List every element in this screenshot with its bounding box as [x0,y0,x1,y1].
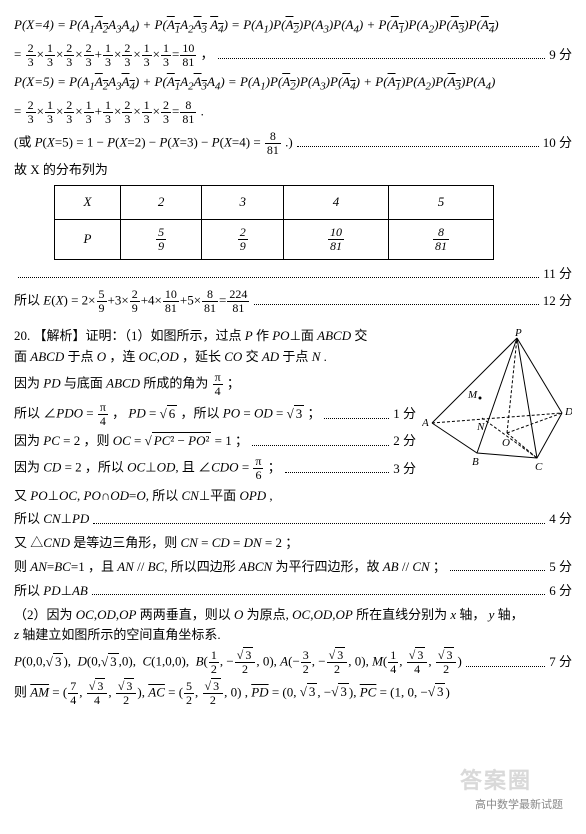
score-2: 2 分 [393,431,416,452]
prob-x5-alt: (或 P(X=5) = 1 − P(X=2) − P(X=3) − P(X=4)… [14,130,572,157]
watermark-sub: 高中数学最新试题 [472,796,566,816]
math-calc: = 23×13×23×23+13×23×13×13=1081 ， [14,42,214,69]
expectation-expr: 所以 E(X) = 2×59+3×29+4×1081+5×881=22481 [14,288,250,315]
math-expr: P(X=4) = P(A1A2A3A4) + P(A1A2A3 A4) = P(… [14,15,499,39]
table-row: P 59 29 1081 881 [55,219,494,259]
label-a: A [422,417,429,429]
watermark-main: 答案圈 [460,763,532,798]
dist-label: 故 X 的分布列为 [14,160,572,181]
label-n: N [476,421,485,433]
leader-dots [285,465,390,473]
cell: X [55,185,121,219]
label-b: B [472,456,479,468]
score-6: 6 分 [549,581,572,602]
cell: 881 [389,219,494,259]
cell: 2 [120,185,202,219]
prob-x5-calc: = 23×13×23×13+13×23×13×23=881 . [14,99,572,126]
score-9: 9 分 [549,45,572,66]
leader-dots [218,52,546,60]
prob-x4-calc: = 23×13×23×23+13×23×13×13=1081 ， 9 分 [14,42,572,69]
leader-dots [252,438,389,446]
pyramid-diagram: P A B C D M N O [422,328,572,478]
cell: 4 [284,185,389,219]
score-4: 4 分 [549,509,572,530]
leader-dots [450,563,545,571]
leader-dots [93,516,545,524]
score-3: 3 分 [393,459,416,480]
math-expr: P(X=5) = P(A1A2A3A4) + P(A1A2A3A4) = P(A… [14,72,495,96]
q20-l5a: 又 PO⊥OC, PO∩OD=O, 所以 CN⊥平面 OPD , [14,486,572,507]
expectation-line: 所以 E(X) = 2×59+3×29+4×1081+5×881=22481 1… [14,288,572,315]
leader-dots [324,411,389,419]
label-m: M [467,389,478,401]
q20-l6b: 则 AN=BC=1 ，且 AN // BC, 所以四边形 ABCN 为平行四边形… [14,557,572,578]
leader-dots [254,297,538,305]
score-5: 5 分 [549,557,572,578]
score-12: 12 分 [543,291,572,312]
cell: 3 [202,185,284,219]
q20-l8a: （2）因为 OC,OD,OP 两两垂直，则以 O 为原点, OC,OD,OP 所… [14,605,572,626]
label-o: O [502,437,510,449]
cell: 1081 [284,219,389,259]
score-11: 11 分 [543,264,572,285]
q20-vectors: 则 AM = (74, 34, 32), AC = (52, 32, 0) , … [14,680,572,707]
leader-dots [92,587,545,595]
cell: 5 [389,185,494,219]
prob-x5-expr: P(X=5) = P(A1A2A3A4) + P(A1A2A3A4) = P(A… [14,72,572,96]
score-11-line: 11 分 [14,264,572,285]
cell: P [55,219,121,259]
leader-dots [297,139,539,147]
cell: 29 [202,219,284,259]
score-10: 10 分 [543,133,572,154]
q20-l5b: 所以 CN⊥PD 4 分 [14,509,572,530]
score-1: 1 分 [393,404,416,425]
prob-x4-expr: P(X=4) = P(A1A2A3A4) + P(A1A2A3 A4) = P(… [14,15,572,39]
q20-l1: 因为 PD 与底面 ABCD 所成的角为 π4 ； [14,371,416,398]
q20-l7: 所以 PD⊥AB 6 分 [14,581,572,602]
leader-dots [466,659,545,667]
label-d: D [564,406,572,418]
q20-l3: 因为 PC = 2 ，则 OC = PC² − PO² = 1 ； 2 分 [14,431,416,452]
table-row: X 2 3 4 5 [55,185,494,219]
q20-l2: 所以 ∠PDO = π4 ， PD = 6 ，所以 PO = OD = 3 ； … [14,401,416,428]
score-7: 7 分 [549,652,572,673]
q20-l6a: 又 △CND 是等边三角形，则 CN = CD = DN = 2 ； [14,533,572,554]
math-calc: = 23×13×23×13+13×23×13×23=881 . [14,99,204,126]
q20-l4: 因为 CD = 2 ，所以 OC⊥OD, 且 ∠CDO = π6 ； 3 分 [14,455,416,482]
cell: 59 [120,219,202,259]
label-c: C [535,461,543,473]
q20-l8b: z 轴建立如图所示的空间直角坐标系. [14,625,572,646]
math-alt: (或 P(X=5) = 1 − P(X=2) − P(X=3) − P(X=4)… [14,130,293,157]
label-p: P [514,328,522,339]
distribution-table: X 2 3 4 5 P 59 29 1081 881 [54,185,494,260]
leader-dots [18,270,539,278]
q20-coords: P(0,0,3), D(0,3,0), C(1,0,0), B(12, −32,… [14,649,572,676]
